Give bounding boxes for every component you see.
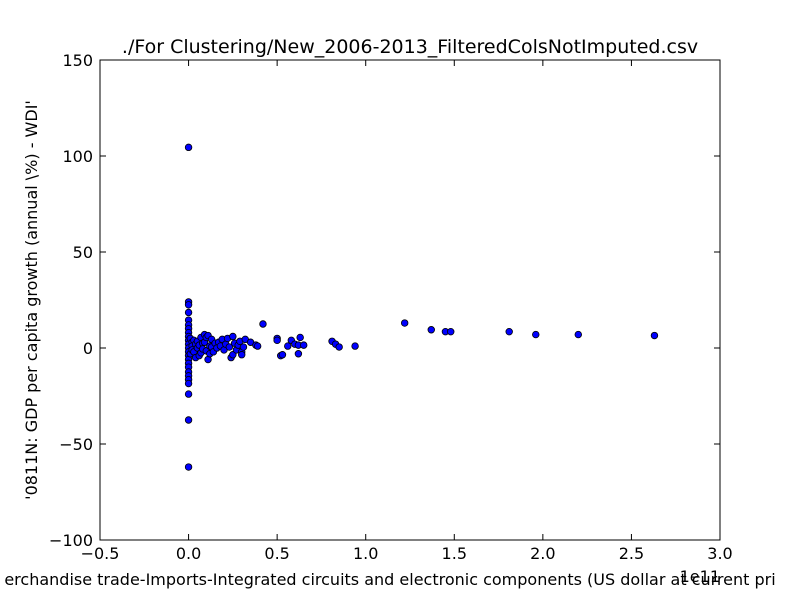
data-point-60 bbox=[225, 343, 234, 351]
chart-title: ./For Clustering/New_2006-2013_FilteredC… bbox=[122, 36, 698, 58]
y-tick-label: 150 bbox=[62, 51, 93, 70]
data-point-95 bbox=[505, 327, 513, 336]
data-point-89 bbox=[335, 343, 343, 351]
data-point-77 bbox=[273, 336, 281, 345]
x-axis-offset-label: 1e11 bbox=[680, 567, 720, 586]
y-axis-label: '0811N: GDP per capita growth (annual \%… bbox=[22, 100, 41, 500]
data-point-3 bbox=[184, 308, 193, 317]
data-point-94 bbox=[447, 327, 455, 336]
x-tick-label: 3.0 bbox=[707, 544, 732, 563]
data-point-91 bbox=[400, 319, 409, 327]
data-point-71 bbox=[238, 351, 246, 359]
data-point-23 bbox=[184, 463, 193, 471]
x-tick-label: 0.5 bbox=[264, 544, 289, 563]
y-tick-label: 0 bbox=[83, 339, 93, 358]
data-point-83 bbox=[294, 350, 303, 358]
data-point-79 bbox=[278, 351, 287, 359]
x-tick-label: 0.0 bbox=[176, 544, 201, 563]
data-point-62 bbox=[229, 332, 237, 341]
data-point-96 bbox=[532, 330, 540, 339]
x-tick-label: 2.5 bbox=[619, 544, 644, 563]
data-point-75 bbox=[259, 320, 267, 328]
data-point-90 bbox=[351, 342, 359, 350]
data-point-86 bbox=[300, 341, 308, 349]
data-point-97 bbox=[574, 330, 582, 339]
data-point-92 bbox=[427, 326, 435, 334]
data-point-85 bbox=[296, 333, 304, 342]
axis-ticks: −0.5 0.0 0.5 1.0 1.5 2.0 2.5 3.0 −100 −50 0 50 100 15… bbox=[49, 51, 733, 563]
data-point-69 bbox=[239, 343, 248, 351]
x-tick-label: 1.0 bbox=[353, 544, 378, 563]
y-tick-label: 50 bbox=[73, 243, 93, 262]
data-point-2 bbox=[184, 301, 193, 309]
data-point-21 bbox=[184, 390, 193, 398]
data-point-20 bbox=[184, 379, 193, 388]
x-axis-label: erchandise trade-Imports-Integrated circ… bbox=[4, 570, 775, 589]
x-tick-label: −0.5 bbox=[81, 544, 120, 563]
plot-frame bbox=[99, 59, 721, 541]
data-point-80 bbox=[284, 342, 292, 350]
data-point-74 bbox=[253, 342, 262, 350]
data-point-22 bbox=[184, 416, 193, 424]
data-point-98 bbox=[650, 331, 659, 340]
x-tick-label: 1.5 bbox=[442, 544, 467, 563]
data-point-0 bbox=[184, 143, 193, 152]
y-tick-label: 100 bbox=[62, 147, 93, 166]
y-tick-label: −100 bbox=[49, 531, 93, 550]
data-points bbox=[184, 143, 659, 471]
y-tick-label: −50 bbox=[59, 435, 93, 454]
x-tick-label: 2.0 bbox=[530, 544, 555, 563]
